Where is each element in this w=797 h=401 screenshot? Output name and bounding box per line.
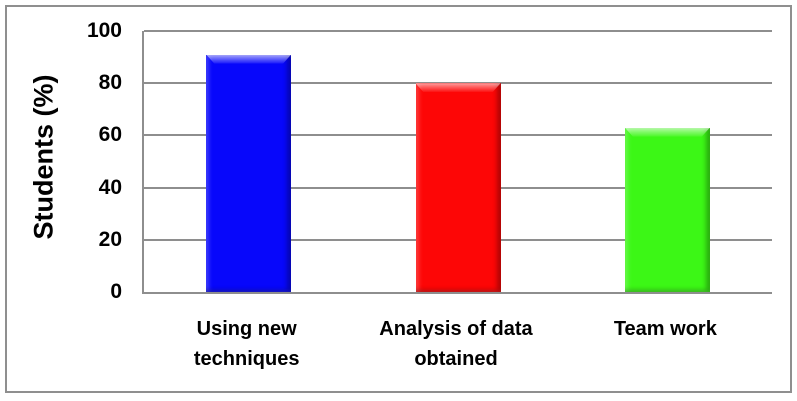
bar-using-new-techniques — [206, 54, 292, 292]
bar-team-work — [624, 127, 710, 292]
y-tick-label: 0 — [110, 280, 122, 303]
plot-area — [142, 30, 772, 294]
bar-analysis-of-data-obtained — [415, 83, 501, 292]
y-tick-label: 40 — [98, 175, 122, 199]
y-tick-label: 80 — [98, 71, 122, 95]
x-category-label: Analysis of data obtained — [379, 318, 533, 370]
y-tick-label: 20 — [98, 227, 122, 251]
x-axis-labels: Using new techniques Analysis of data obt… — [142, 314, 770, 384]
x-category-label: Using new techniques — [193, 318, 300, 370]
y-axis-tick-labels: 0 20 40 60 80 100 — [0, 20, 128, 303]
x-category-label: Team work — [613, 318, 717, 340]
y-tick-label: 60 — [98, 123, 122, 147]
gridline — [144, 30, 772, 32]
y-tick-label: 100 — [86, 19, 122, 42]
